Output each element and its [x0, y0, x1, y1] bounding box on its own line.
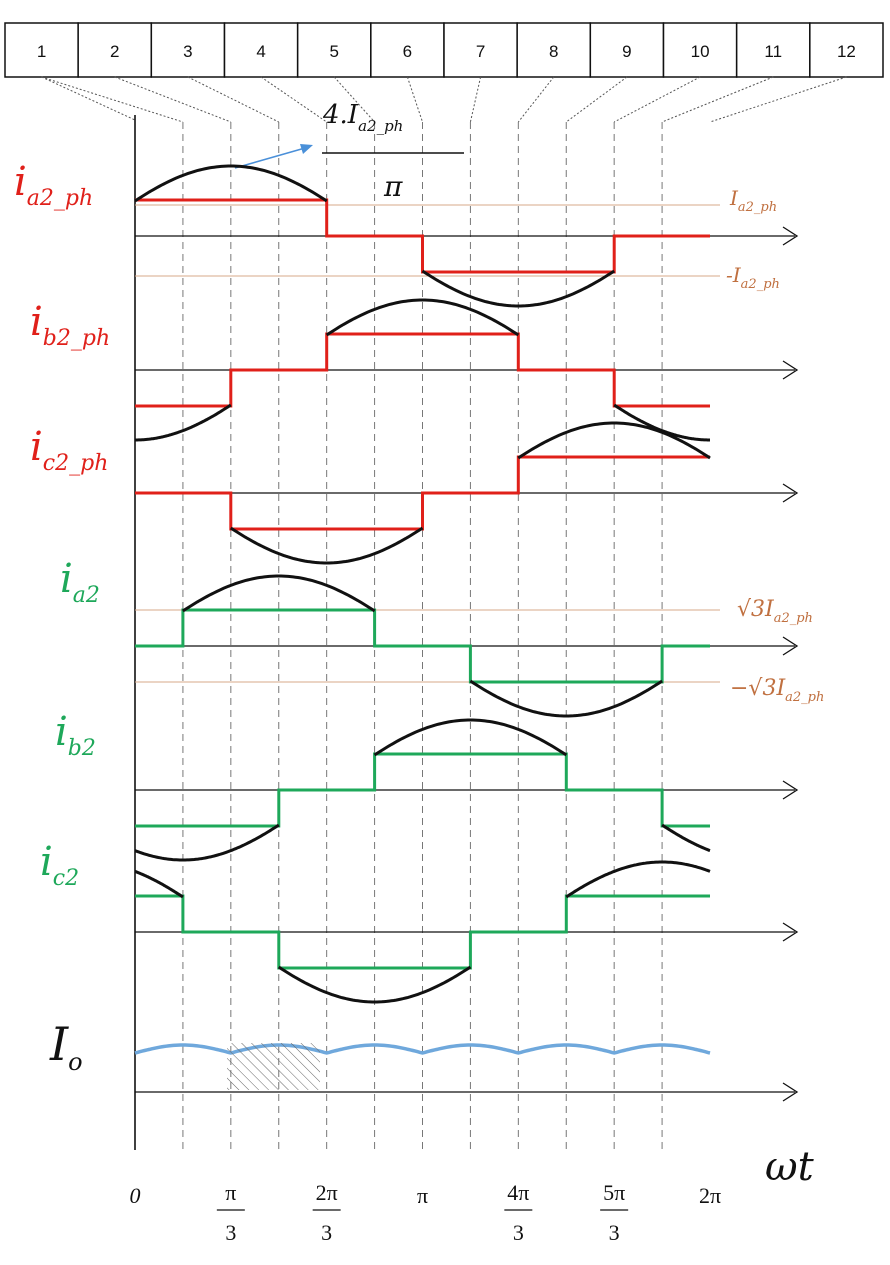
axis-arrow	[782, 636, 799, 656]
tick-t1: π3	[216, 1180, 245, 1245]
segment-guides	[41, 76, 847, 1150]
segment-label: 2	[110, 42, 119, 61]
segment-connector	[260, 76, 327, 123]
trace-ia2-square	[135, 608, 710, 684]
amplitude-arrow-head	[300, 144, 313, 154]
axis-arrow	[782, 483, 799, 503]
label-ic2: ic2	[40, 839, 79, 891]
tick-numerator: 0	[130, 1183, 141, 1208]
axis-arrow	[782, 1082, 799, 1102]
segment-label: 4	[256, 42, 265, 61]
tick-t5: 5π 3	[600, 1180, 629, 1245]
x-axis-label: ωt	[765, 1144, 815, 1190]
level-pos-ph: Ia2_ph	[729, 186, 777, 215]
tick-denominator: 3	[609, 1220, 620, 1245]
label-ib2-ph: ib2_ph	[30, 299, 110, 351]
segment-label: 10	[691, 42, 710, 61]
trace-ia2-ph-fundamental	[134, 164, 616, 308]
segment-label: 9	[622, 42, 631, 61]
segment-box	[516, 22, 592, 78]
tick-denominator: 3	[513, 1220, 524, 1245]
amplitude-annotation: 4.Ia2_ph π	[234, 100, 464, 203]
segment-connector	[613, 76, 701, 123]
trace-ic2-square	[135, 894, 710, 970]
segment-box	[370, 22, 445, 78]
segment-label: 12	[837, 42, 856, 61]
segment-label: 3	[183, 42, 192, 61]
signal-labels: ia2_ph ib2_ph ic2_ph ia2 ib2 ic2 Io	[14, 159, 110, 1076]
axis-arrow	[782, 226, 799, 246]
tick-numerator: π	[225, 1180, 236, 1205]
label-Io: Io	[49, 1017, 83, 1076]
segment-connector	[187, 76, 279, 123]
trace-ib2-ph-square	[135, 332, 710, 408]
amplitude-numerator-sub: a2_ph	[358, 117, 403, 135]
segment-connector	[661, 76, 774, 123]
segment-connector	[114, 76, 232, 123]
trace-ic2-ph-square	[135, 455, 710, 531]
trace-ia2-fundamental	[182, 574, 663, 718]
segment-box	[809, 22, 884, 78]
svg-text:4.Ia2_ph: 4.Ia2_ph	[322, 100, 403, 135]
segment-label: 1	[37, 42, 46, 61]
segment-connector	[565, 76, 628, 123]
tick-t0: 0	[130, 1183, 141, 1208]
level-neg-line: −√3Ia2_ph	[730, 676, 824, 705]
tick-numerator: 2π	[699, 1183, 721, 1208]
segment-label: 8	[549, 42, 558, 61]
label-ib2: ib2	[55, 709, 96, 761]
label-ia2: ia2	[60, 556, 100, 608]
trace-ic2-fundamental	[134, 860, 711, 1004]
amplitude-denominator: π	[383, 170, 403, 203]
label-ia2-ph: ia2_ph	[14, 159, 93, 211]
trace-ib2-fundamental	[134, 718, 711, 862]
segment-connector	[469, 76, 482, 123]
tick-t3: π	[417, 1183, 428, 1208]
label-ic2-ph: ic2_ph	[30, 424, 108, 476]
amplitude-numerator-main: 4.I	[322, 100, 359, 130]
tick-numerator: 4π	[507, 1180, 529, 1205]
axis-arrow	[782, 780, 799, 800]
segment-label: 6	[403, 42, 412, 61]
axis-arrow	[782, 360, 799, 380]
axis-arrow	[782, 922, 799, 942]
segment-label: 7	[476, 42, 485, 61]
segment-connector	[517, 76, 555, 123]
segment-box	[77, 22, 153, 78]
segment-box	[150, 22, 226, 78]
level-neg-ph: -Ia2_ph	[726, 263, 780, 292]
segment-connector	[41, 76, 184, 123]
trace-ic2-ph-fundamental	[229, 421, 711, 565]
tick-t2: 2π 3	[312, 1180, 341, 1245]
tick-t6: 2π	[699, 1183, 721, 1208]
tick-t4: 4π 3	[504, 1180, 533, 1245]
segment-label: 5	[330, 42, 339, 61]
segment-header: 1 2 3 4 5 6 7 8 9 10 11 12	[4, 22, 884, 78]
tick-numerator: 5π	[603, 1180, 625, 1205]
tick-numerator: 2π	[316, 1180, 338, 1205]
ripple-hatched-area	[227, 1043, 320, 1090]
level-pos-line: √3Ia2_ph	[737, 597, 813, 626]
segment-box	[662, 22, 738, 78]
tick-denominator: 3	[225, 1220, 236, 1245]
trace-ia2-ph-square	[135, 198, 710, 274]
segment-connector	[41, 76, 136, 121]
tick-numerator: π	[417, 1183, 428, 1208]
tick-denominator: 3	[321, 1220, 332, 1245]
segment-connector	[709, 76, 847, 123]
trace-ib2-ph-fundamental	[135, 298, 710, 442]
segment-connector	[406, 76, 423, 123]
level-labels: Ia2_ph -Ia2_ph √3Ia2_ph −√3Ia2_ph	[726, 186, 824, 705]
segment-box	[4, 22, 79, 78]
segment-label: 11	[764, 42, 782, 61]
amplitude-arrow	[234, 147, 306, 169]
trace-ib2-square	[135, 752, 710, 828]
